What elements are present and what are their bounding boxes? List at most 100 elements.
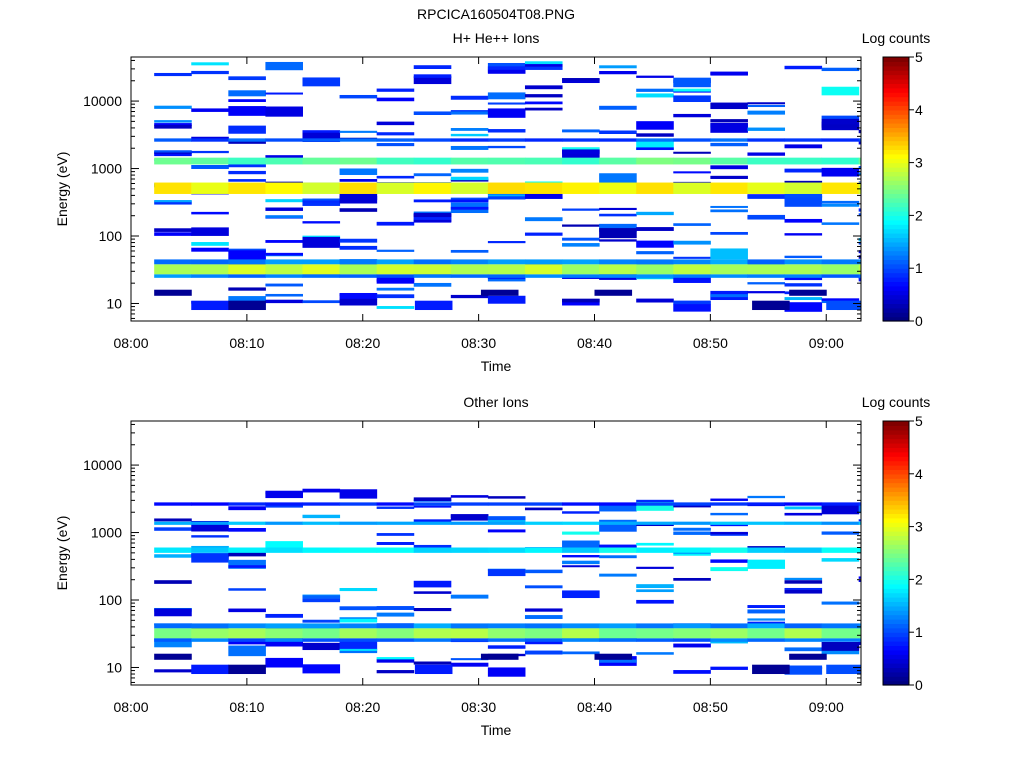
- count-cell: [339, 179, 378, 182]
- count-cell: [154, 200, 192, 203]
- band-cell: [858, 628, 861, 639]
- count-cell: [636, 599, 674, 604]
- count-cell: [265, 541, 303, 551]
- colorbar-swatch: [883, 667, 909, 673]
- colorbar-swatch: [883, 109, 909, 115]
- count-cell: [480, 653, 519, 660]
- y-axis-label: Energy (eV): [54, 516, 70, 591]
- count-cell: [599, 239, 637, 242]
- count-cell: [450, 662, 489, 667]
- band-cell: [747, 264, 786, 275]
- y-tick-label: 100: [99, 228, 123, 244]
- colorbar-swatch: [883, 303, 909, 309]
- band-cell: [673, 547, 711, 553]
- count-cell: [599, 223, 637, 232]
- band-cell: [265, 628, 303, 639]
- band-cell: [228, 623, 266, 629]
- count-cell: [228, 76, 266, 81]
- count-cell: [599, 213, 637, 217]
- band-cell: [636, 638, 674, 642]
- band-cell: [858, 547, 861, 553]
- count-cell: [599, 105, 637, 110]
- count-cell: [636, 139, 674, 151]
- band-cell: [858, 638, 861, 642]
- count-cell: [599, 503, 637, 512]
- count-cell: [450, 133, 489, 137]
- count-cell: [524, 615, 563, 619]
- count-cell: [747, 152, 786, 156]
- count-cell: [710, 122, 748, 133]
- count-cell: [562, 540, 600, 548]
- panel-h-he-ions: H+ He++ Ions Time Energy (eV) Log counts…: [54, 30, 930, 374]
- colorbar-swatch: [883, 61, 909, 67]
- count-cell: [487, 129, 526, 133]
- band-cell: [710, 274, 748, 278]
- band-cell: [599, 274, 637, 278]
- band-cell: [339, 521, 378, 525]
- count-cell: [376, 221, 415, 226]
- band-cell: [784, 182, 823, 194]
- count-cell: [821, 167, 860, 177]
- count-cell: [673, 504, 711, 508]
- count-cell: [265, 240, 303, 243]
- band-cell: [376, 502, 415, 506]
- band-cell: [265, 547, 303, 553]
- count-cell: [599, 555, 637, 559]
- colorbar-swatch: [883, 294, 909, 300]
- band-cell: [265, 274, 303, 278]
- colorbar-swatch: [883, 224, 909, 230]
- colorbar-swatch: [883, 57, 909, 62]
- band-cell: [562, 638, 600, 642]
- count-cell: [784, 647, 823, 652]
- count-cell: [747, 618, 786, 621]
- x-tick-label: 08:20: [345, 335, 380, 351]
- band-cell: [858, 138, 861, 142]
- colorbar-tick-label: 2: [915, 207, 923, 223]
- count-cell: [265, 299, 303, 304]
- count-cell: [487, 496, 526, 499]
- band-cell: [154, 502, 192, 506]
- count-cell: [599, 544, 637, 549]
- count-cell: [784, 665, 823, 675]
- colorbar-swatch: [883, 491, 909, 497]
- colorbar-swatch: [883, 114, 909, 120]
- colorbar-swatch: [883, 241, 909, 247]
- colorbar-swatch: [883, 189, 909, 194]
- count-cell: [821, 86, 860, 96]
- count-cell: [154, 232, 192, 236]
- colorbar-label: Log counts: [862, 394, 931, 410]
- count-cell: [339, 130, 378, 133]
- colorbar-swatch: [883, 469, 909, 475]
- count-cell: [339, 298, 378, 306]
- y-tick-label: 1000: [91, 161, 122, 177]
- count-cell: [228, 125, 266, 134]
- count-cell: [562, 651, 600, 655]
- count-cell: [710, 175, 748, 179]
- band-cell: [228, 138, 266, 142]
- band-cell: [636, 182, 674, 194]
- band-cell: [784, 502, 823, 506]
- band-cell: [191, 547, 229, 553]
- colorbar-swatch: [883, 566, 909, 572]
- band-cell: [413, 182, 452, 194]
- count-cell: [154, 608, 192, 617]
- count-cell: [747, 127, 786, 131]
- count-cell: [413, 607, 452, 612]
- count-cell: [784, 283, 823, 287]
- heatmap-cells: [154, 488, 861, 677]
- count-cell: [376, 88, 415, 92]
- count-cell: [784, 168, 823, 173]
- colorbar-swatch: [883, 548, 909, 554]
- band-cell: [562, 274, 600, 278]
- colorbar: 0 1 2 3 4 5: [882, 49, 923, 329]
- band-cell: [413, 623, 452, 629]
- count-cell: [265, 293, 303, 297]
- count-cell: [636, 88, 674, 92]
- count-cell: [487, 108, 526, 118]
- count-cell: [413, 217, 452, 221]
- count-cell: [265, 92, 303, 95]
- band-cell: [636, 264, 674, 275]
- band-cell: [339, 264, 378, 275]
- count-cell: [339, 650, 378, 654]
- count-cell: [376, 132, 415, 136]
